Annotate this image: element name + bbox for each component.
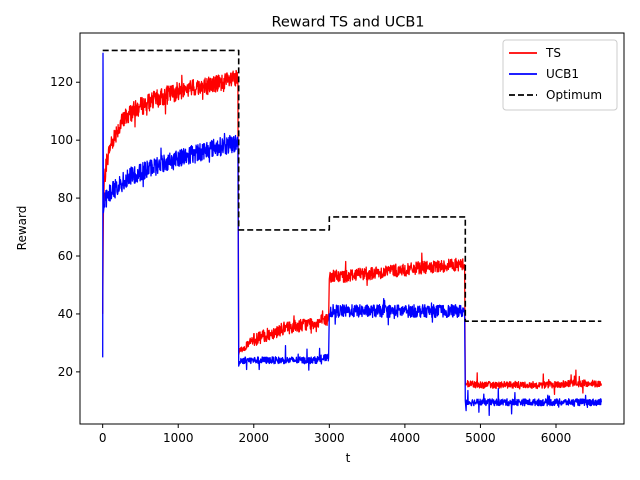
series-layer [102, 49, 602, 416]
series-line-ts [102, 69, 602, 395]
y-tick-label: 40 [58, 307, 73, 321]
legend-label-optimum: Optimum [546, 88, 602, 102]
x-tick-label: 5000 [465, 431, 496, 445]
y-axis: 20 40 60 80 100 120 [50, 75, 80, 379]
plot-frame [79, 32, 625, 425]
legend: TS UCB1 Optimum [502, 39, 618, 111]
x-tick-label: 2000 [239, 431, 270, 445]
x-axis: 0 1000 2000 3000 4000 5000 6000 [99, 424, 571, 445]
legend-box [502, 39, 618, 111]
x-tick-label: 1000 [163, 431, 194, 445]
y-axis-label: Reward [15, 206, 29, 251]
y-tick-label: 80 [58, 191, 73, 205]
legend-label-ucb1: UCB1 [546, 67, 579, 81]
x-axis-label: t [346, 451, 351, 465]
y-tick-label: 60 [58, 249, 73, 263]
x-tick-label: 4000 [390, 431, 421, 445]
chart-title: Reward TS and UCB1 [271, 15, 424, 31]
y-tick-label: 20 [58, 365, 73, 379]
legend-label-ts: TS [545, 46, 561, 60]
series-line-ucb1 [102, 52, 602, 416]
x-tick-label: 6000 [541, 431, 572, 445]
y-tick-label: 120 [50, 75, 73, 89]
y-tick-label: 100 [50, 133, 73, 147]
series-line-optimum [102, 49, 602, 322]
x-tick-label: 3000 [314, 431, 345, 445]
x-tick-label: 0 [99, 431, 107, 445]
